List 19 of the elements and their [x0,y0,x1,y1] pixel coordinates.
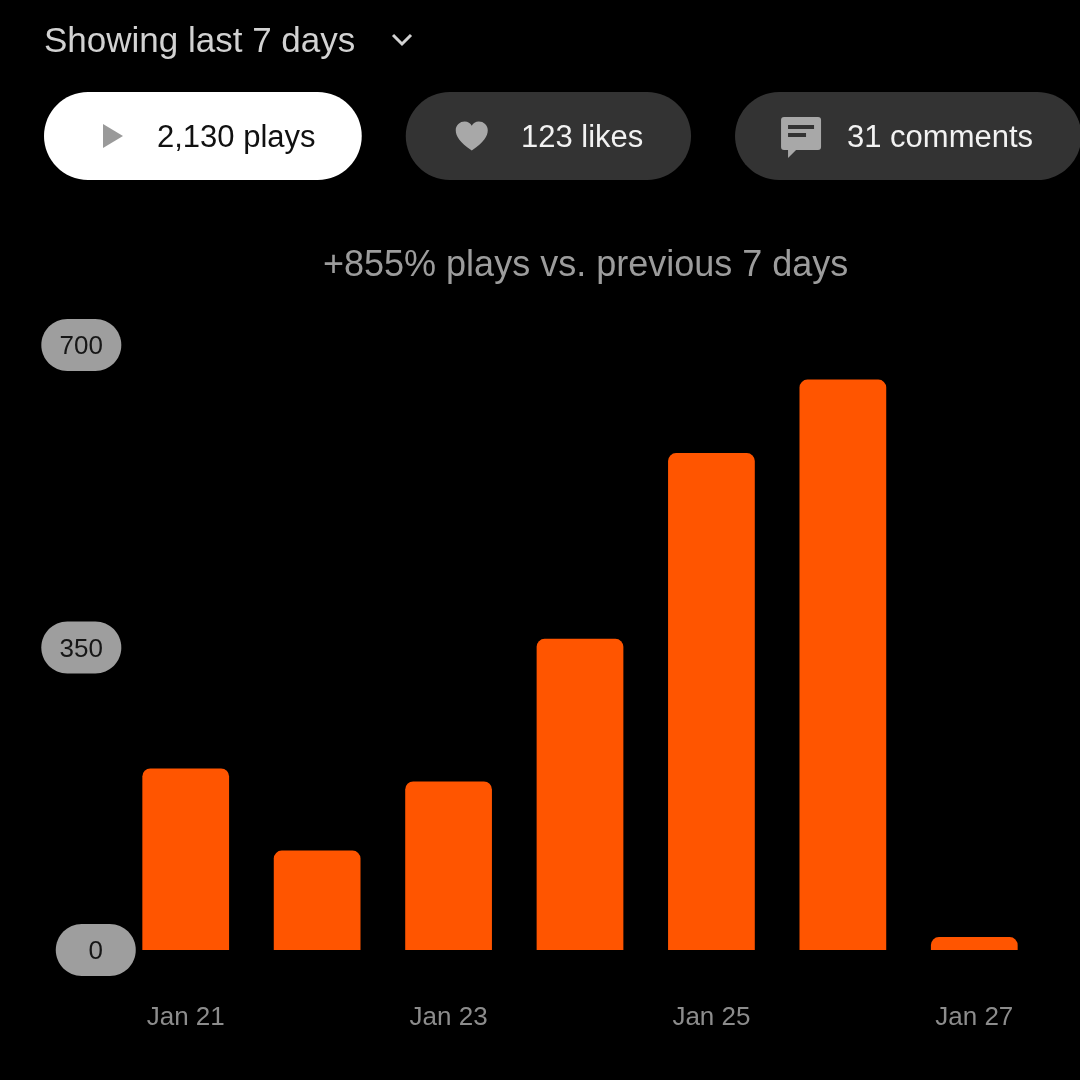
x-tick-label: Jan 23 [409,1001,488,1031]
bar [273,850,361,950]
bar [142,768,230,950]
text: 2,130 plays [157,119,316,154]
bar [799,379,887,950]
bar [930,937,1018,950]
text: 31 comments [847,119,1034,154]
x-tick-label: Jan 25 [672,1001,751,1031]
bar [668,453,755,950]
chart-subtitle: +855% plays vs. previous 7 days [323,243,849,284]
y-tick-label: 350 [59,632,103,663]
y-tick-label: 700 [59,330,103,361]
y-tick-label: 0 [88,935,103,966]
chart-title: Showing last 7 days [44,20,356,60]
bar [405,781,492,950]
bar [536,638,624,950]
text: 123 likes [521,119,644,154]
x-tick-label: Jan 27 [935,1001,1014,1031]
x-tick-label: Jan 21 [146,1001,225,1031]
